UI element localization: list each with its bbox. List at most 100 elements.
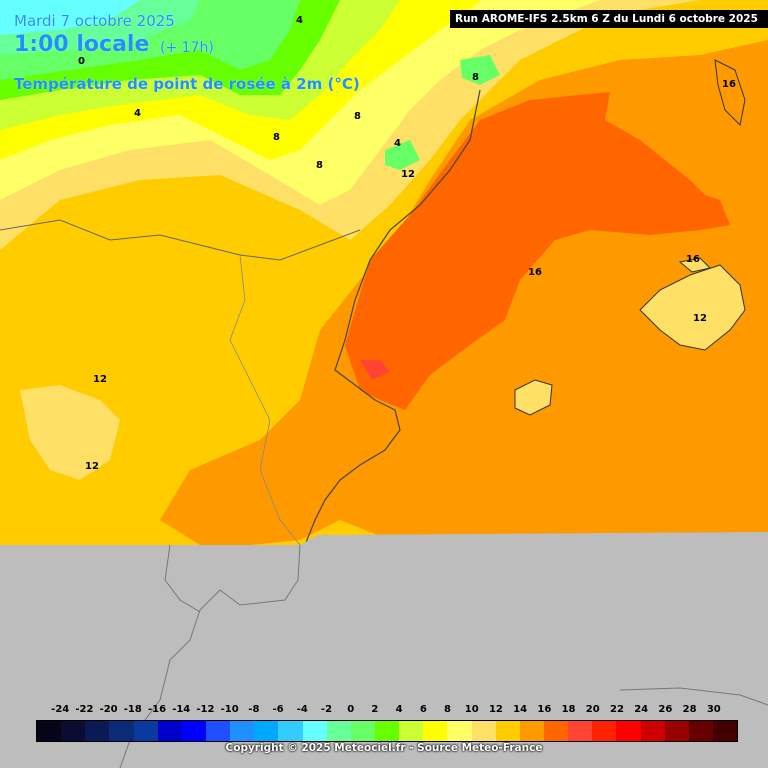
- legend-tick-label: 26: [658, 704, 673, 715]
- coastline: [304, 89, 481, 546]
- legend-tick-label: 16: [537, 704, 552, 715]
- legend-swatch: [85, 721, 110, 741]
- contour-label: 8: [316, 160, 323, 171]
- legend-tick-label: 12: [488, 704, 503, 715]
- legend-tick-label: 22: [609, 704, 624, 715]
- legend-tick-label: -16: [147, 704, 167, 715]
- no-data-edge: [0, 532, 768, 552]
- legend-swatch: [447, 721, 472, 741]
- forecast-date: Mardi 7 octobre 2025: [14, 12, 175, 30]
- variable-title: Température de point de rosée à 2m (°C): [14, 75, 360, 93]
- legend-swatch: [302, 721, 327, 741]
- legend-swatch: [688, 721, 713, 741]
- field-18-20-core: [345, 92, 730, 410]
- island-cabrera: [678, 257, 711, 273]
- legend-swatch: [278, 721, 303, 741]
- forecast-local-time: 1:00 locale: [14, 32, 150, 57]
- legend-tick-label: 10: [464, 704, 479, 715]
- border-grey-area: [119, 544, 301, 768]
- legend-tick-label: -20: [99, 704, 118, 715]
- legend-swatch: [712, 721, 738, 741]
- copyright-text: Copyright © 2025 Meteociel.fr - Source M…: [225, 742, 543, 754]
- contour-label: 16: [528, 267, 542, 278]
- legend-tick-label: 24: [634, 704, 649, 715]
- region-border: [229, 254, 301, 546]
- legend-swatch: [205, 721, 231, 741]
- legend-swatch: [109, 721, 134, 741]
- legend-swatch: [519, 721, 544, 741]
- contour-label: 16: [686, 254, 700, 265]
- legend-tick-label: -6: [272, 704, 284, 715]
- legend-swatch: [495, 721, 520, 741]
- contour-label: 16: [722, 79, 736, 90]
- legend-swatch: [616, 721, 641, 741]
- legend-tick-label: -22: [75, 704, 94, 715]
- legend-tick-label: 8: [444, 704, 451, 715]
- legend-swatch: [37, 721, 62, 741]
- forecast-offset: (+ 17h): [160, 40, 214, 56]
- island-mallorca: [639, 264, 746, 351]
- country-border: [0, 219, 361, 261]
- run-info-box: Run AROME-IFS 2.5km 6 Z du Lundi 6 octob…: [450, 10, 768, 28]
- contour-label: 12: [401, 169, 415, 180]
- contour-label: 12: [693, 313, 707, 324]
- legend-swatch: [133, 721, 158, 741]
- field-patch-green-2: [460, 55, 500, 85]
- legend-tick-label: 4: [395, 704, 403, 715]
- legend-swatch: [543, 721, 569, 741]
- contour-label: 8: [472, 72, 479, 83]
- legend-tick-label: 0: [347, 704, 355, 715]
- field-minus2-0: [0, 0, 140, 35]
- legend-swatch: [157, 721, 182, 741]
- color-legend: -24 -22 -20 -18 -16 -14 -12 -10 -8 -6 -4 -2 0 2 4 6 8 10 1…: [34, 704, 738, 764]
- legend-color-bar: [36, 720, 738, 742]
- island-ibiza: [514, 379, 553, 416]
- legend-ticks: -24 -22 -20 -18 -16 -14 -12 -10 -8 -6 -4 -2 0 2 4 6 8 10 1…: [34, 704, 738, 718]
- legend-tick-label: 6: [419, 704, 427, 715]
- legend-tick-label: -10: [220, 704, 239, 715]
- legend-swatch: [568, 721, 593, 741]
- legend-swatch: [254, 721, 279, 741]
- legend-tick-label: -4: [296, 704, 308, 715]
- legend-tick-label: 14: [513, 704, 528, 715]
- contour-label: 12: [93, 374, 107, 385]
- field-20-22-spot: [360, 360, 390, 380]
- contour-label: 8: [354, 111, 361, 122]
- legend-tick-label: -2: [320, 704, 333, 715]
- contour-label: 8: [273, 132, 280, 143]
- field-12-14-west: [20, 385, 120, 480]
- contour-label: 4: [296, 15, 303, 26]
- legend-tick-label: 20: [585, 704, 600, 715]
- legend-swatch: [181, 721, 206, 741]
- legend-swatch: [471, 721, 496, 741]
- legend-swatch: [374, 721, 400, 741]
- legend-tick-label: 30: [706, 704, 721, 715]
- legend-swatch: [640, 721, 665, 741]
- legend-swatch: [326, 721, 351, 741]
- legend-tick-label: 28: [682, 704, 697, 715]
- legend-tick-label: 18: [561, 704, 576, 715]
- legend-swatch: [350, 721, 375, 741]
- contour-labels: 4 4 4 0 8 8 8 8 12 12 12 12 16 16 16: [78, 15, 736, 472]
- island-minorca: [714, 59, 746, 127]
- legend-swatch: [61, 721, 86, 741]
- legend-swatch: [230, 721, 255, 741]
- legend-tick-label: -24: [51, 704, 70, 715]
- legend-tick-label: -14: [172, 704, 191, 715]
- border-grey-area-2: [164, 544, 201, 613]
- border-grey-area-3: [619, 687, 768, 706]
- legend-swatch: [664, 721, 689, 741]
- contour-label: 4: [134, 108, 141, 119]
- field-patch-green: [385, 140, 420, 170]
- legend-tick-label: -12: [196, 704, 215, 715]
- legend-tick-label: -18: [123, 704, 142, 715]
- legend-swatch: [423, 721, 448, 741]
- legend-tick-label: 2: [371, 704, 379, 715]
- legend-swatch: [592, 721, 617, 741]
- contour-label: 4: [394, 138, 401, 149]
- contour-label: 0: [78, 56, 85, 67]
- legend-swatch: [399, 721, 424, 741]
- contour-label: 12: [85, 461, 99, 472]
- legend-tick-label: -8: [248, 704, 260, 715]
